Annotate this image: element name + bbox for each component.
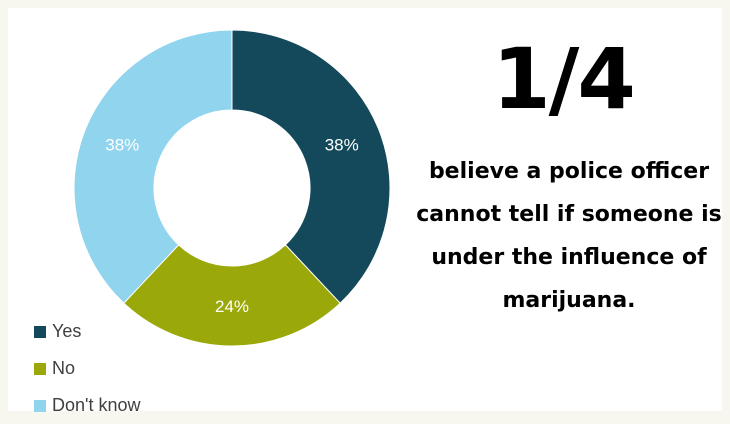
slice-no [123, 244, 341, 347]
slice-yes [231, 29, 391, 304]
legend-item-yes: Yes [34, 313, 140, 350]
legend-item-dont-know: Don't know [34, 387, 140, 424]
legend-swatch-dont-know [34, 399, 46, 412]
headline-fraction: 1/4 [492, 30, 636, 128]
chart-legend: Yes No Don't know [34, 313, 140, 424]
donut-chart: 38% 24% 38% [73, 29, 391, 347]
data-label-dont-know: 38% [105, 136, 139, 155]
legend-swatch-yes [34, 325, 46, 338]
data-label-yes: 38% [325, 136, 359, 155]
legend-swatch-no [34, 362, 46, 375]
slice-dont-know [73, 29, 233, 304]
legend-item-no: No [34, 350, 140, 387]
statement-text: believe a police officer cannot tell if … [416, 159, 722, 313]
data-label-no: 24% [215, 297, 249, 316]
infographic-card: 38% 24% 38% Yes No Don't know 1/4 believe … [8, 8, 722, 415]
legend-label-yes: Yes [52, 321, 82, 341]
legend-label-dont-know: Don't know [52, 395, 141, 415]
legend-label-no: No [52, 358, 76, 378]
